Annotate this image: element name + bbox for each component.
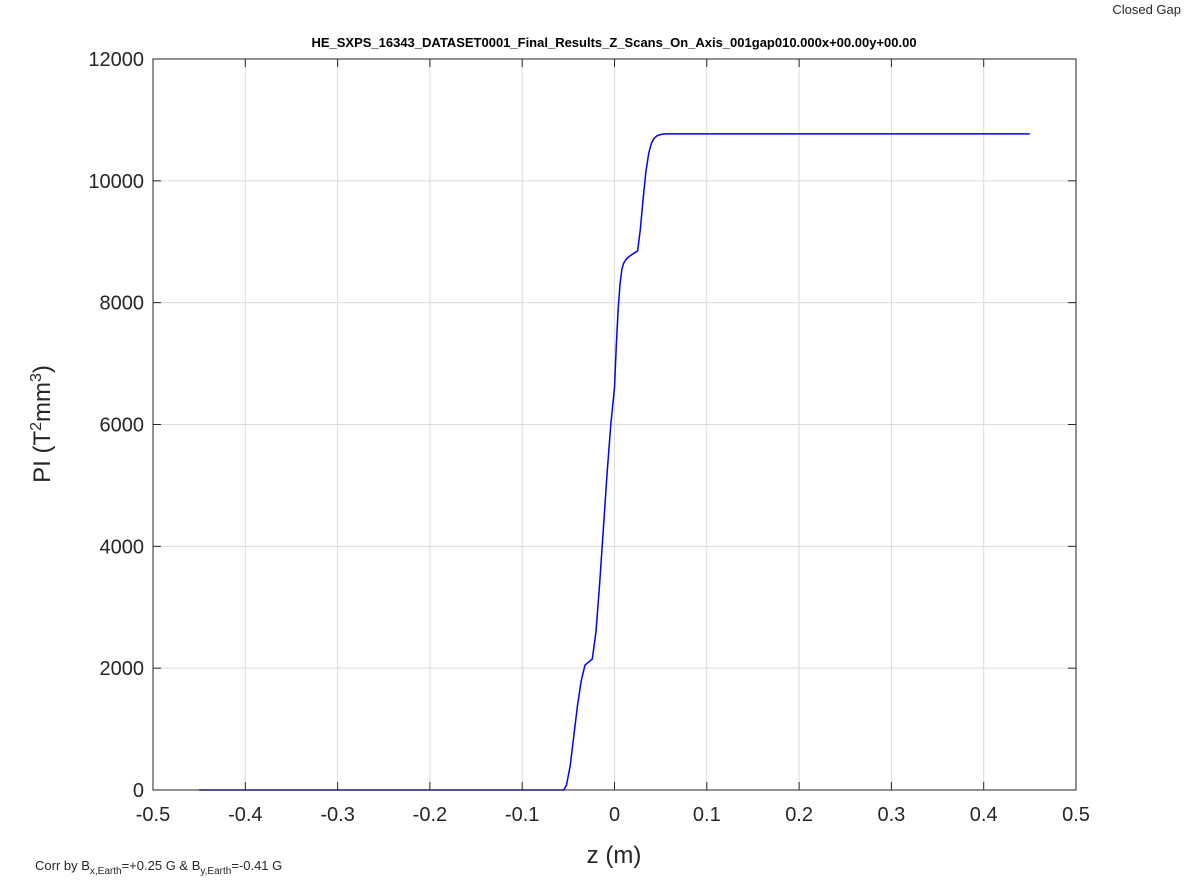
x-tick-label: 0.5 xyxy=(1062,804,1090,826)
correction-note-suffix: =-0.41 G xyxy=(231,858,282,873)
y-tick-label: 12000 xyxy=(88,49,144,71)
y-tick-label: 2000 xyxy=(100,658,145,680)
x-axis-label: z (m) xyxy=(587,842,642,869)
x-tick-label: 0.1 xyxy=(693,804,721,826)
x-tick-label: 0 xyxy=(609,804,620,826)
y-axis-label-sup1: 2 xyxy=(28,422,45,431)
correction-note-prefix: Corr by B xyxy=(35,858,90,873)
y-tick-label: 6000 xyxy=(100,415,145,437)
correction-note-sub2: y,Earth xyxy=(200,866,231,877)
y-tick-labels: 0 2000 4000 6000 8000 10000 12000 xyxy=(88,49,144,802)
y-axis-label-suffix: ) xyxy=(29,365,56,373)
x-tick-label: 0.2 xyxy=(785,804,813,826)
x-tick-labels: -0.5 -0.4 -0.3 -0.2 -0.1 0 0.1 0.2 0.3 0.4 0.5 xyxy=(136,804,1090,826)
x-tick-label: -0.5 xyxy=(136,804,170,826)
y-tick-label: 0 xyxy=(133,780,144,802)
x-tick-label: -0.3 xyxy=(320,804,354,826)
y-tick-label: 4000 xyxy=(100,536,145,558)
x-tick-label: -0.4 xyxy=(228,804,262,826)
correction-note-mid: =+0.25 G & B xyxy=(122,858,201,873)
y-axis-label-mid: mm xyxy=(29,382,56,422)
series-line xyxy=(199,133,1030,791)
y-axis-label-sup2: 3 xyxy=(28,373,45,382)
y-tick-label: 10000 xyxy=(88,171,144,193)
y-axis-label-prefix: PI (T xyxy=(29,431,56,483)
chart-title: HE_SXPS_16343_DATASET0001_Final_Results_… xyxy=(311,35,916,50)
correction-note: Corr by Bx,Earth=+0.25 G & By,Earth=-0.4… xyxy=(35,858,282,877)
y-tick-label: 8000 xyxy=(100,293,145,315)
x-tick-label: -0.1 xyxy=(505,804,539,826)
x-tick-label: -0.2 xyxy=(413,804,447,826)
corner-note: Closed Gap xyxy=(1112,2,1181,17)
x-tick-label: 0.3 xyxy=(877,804,905,826)
x-tick-label: 0.4 xyxy=(970,804,998,826)
plot-frame xyxy=(152,58,1077,791)
y-axis-label: PI (T2mm3) xyxy=(28,365,56,483)
correction-note-sub1: x,Earth xyxy=(90,866,122,877)
